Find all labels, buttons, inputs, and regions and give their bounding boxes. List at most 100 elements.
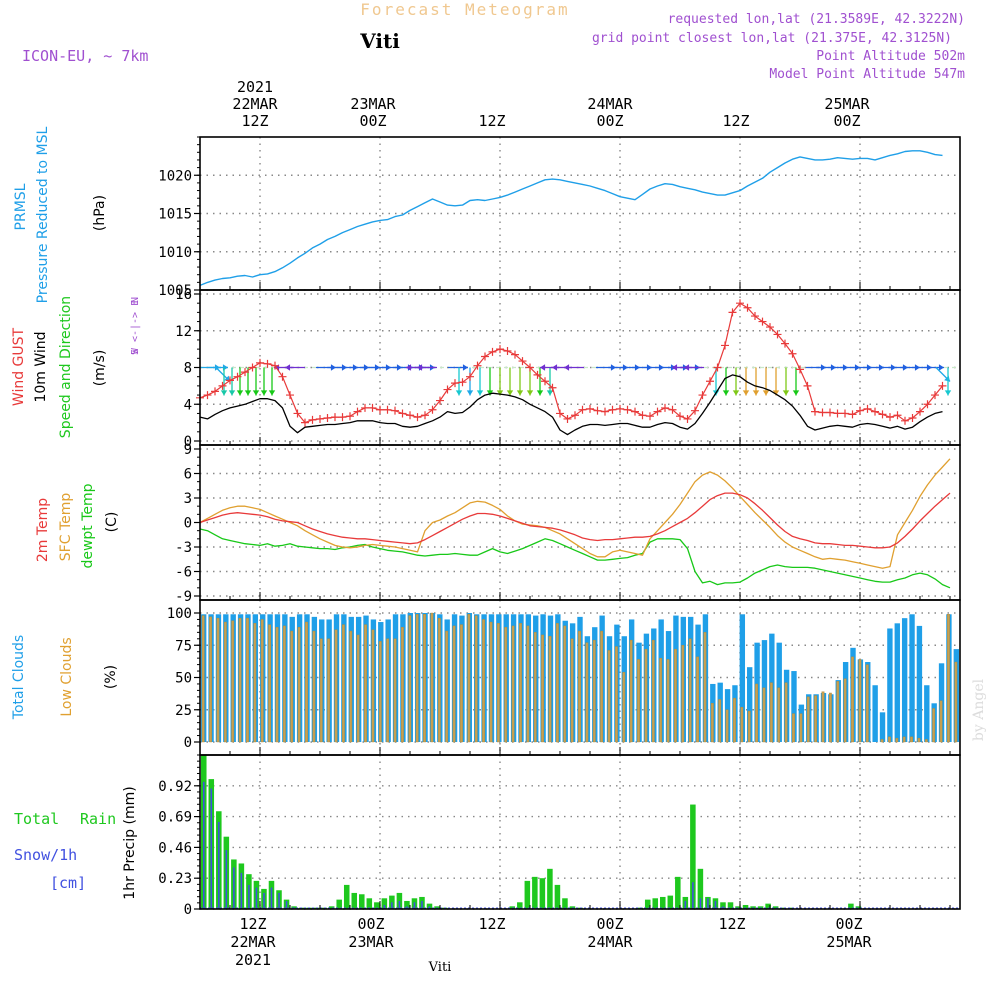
gust-marker bbox=[526, 363, 534, 372]
requested-coords: requested lon,lat (21.3589E, 42.3222N) bbox=[668, 12, 965, 27]
gust-marker bbox=[241, 368, 249, 377]
gust-marker bbox=[278, 372, 287, 381]
gust-marker bbox=[398, 409, 407, 418]
low-cloud-bar bbox=[312, 630, 316, 743]
gust-marker bbox=[271, 361, 279, 370]
rain-bar bbox=[532, 876, 538, 909]
rain-bar bbox=[524, 880, 531, 909]
bottom-tick-hour: 12Z bbox=[718, 915, 745, 933]
snow-bar bbox=[699, 898, 702, 909]
wind-arrow-head bbox=[476, 390, 484, 396]
gust-marker bbox=[743, 303, 752, 312]
compass-west-east: W <-|-> E bbox=[130, 300, 141, 354]
low-cloud-bar bbox=[386, 638, 390, 743]
y-tick-label: 9 bbox=[184, 442, 192, 458]
precip-labels: Total Rain Snow/1h [cm] 1hr Precip (mm) bbox=[14, 786, 138, 899]
gust-marker bbox=[436, 396, 444, 405]
gust-marker bbox=[563, 414, 572, 423]
wind-arrow-head bbox=[752, 390, 760, 396]
gust-marker bbox=[496, 345, 504, 354]
total-cloud-bar bbox=[872, 685, 878, 742]
gust-marker bbox=[218, 381, 227, 390]
figure-title: Forecast Meteogram bbox=[360, 0, 569, 19]
low-cloud-bar bbox=[253, 623, 257, 743]
y-tick-label: -3 bbox=[175, 540, 192, 556]
bottom-tick-year: 2021 bbox=[235, 951, 271, 969]
rain-bar bbox=[351, 892, 358, 909]
top-tick-hour: 00Z bbox=[359, 112, 386, 130]
low-cloud-bar bbox=[696, 656, 699, 743]
low-cloud-bar bbox=[784, 682, 788, 743]
low-cloud-bar bbox=[814, 695, 818, 743]
snow-bar bbox=[383, 904, 386, 909]
low-cloud-bar bbox=[526, 625, 530, 743]
low-cloud-bar bbox=[570, 638, 574, 743]
wind-arrow-head bbox=[260, 390, 268, 396]
gust-marker bbox=[601, 407, 609, 416]
sfc-temp-line bbox=[199, 458, 951, 569]
y-tick-label: 3 bbox=[184, 491, 192, 507]
footer-station: Viti bbox=[428, 960, 452, 975]
gust-marker bbox=[938, 381, 947, 390]
low-cloud-bar bbox=[910, 736, 913, 743]
gust-marker bbox=[443, 385, 452, 394]
rain-bar bbox=[652, 898, 659, 909]
low-cloud-bar bbox=[902, 736, 906, 743]
y-tick-label: 100 bbox=[167, 606, 192, 622]
top-tick-hour: 00Z bbox=[833, 112, 860, 130]
wind-arrow-head bbox=[466, 390, 474, 396]
bottom-tick-date: 22MAR bbox=[230, 933, 276, 951]
low-cloud-bar bbox=[401, 626, 404, 743]
top-tick-hour: 12Z bbox=[478, 112, 505, 130]
y-tick-label: 0.46 bbox=[158, 840, 192, 856]
rain-bar bbox=[735, 906, 741, 909]
gust-marker bbox=[556, 409, 564, 418]
low-cloud-bar bbox=[541, 634, 544, 743]
gust-marker bbox=[736, 299, 744, 308]
low-cloud-bar bbox=[703, 632, 707, 743]
rain-bar bbox=[562, 898, 568, 909]
gust-marker bbox=[676, 412, 684, 421]
rain-bar bbox=[848, 903, 854, 909]
y-tick-label: 0.69 bbox=[158, 810, 192, 826]
model-altitude: Model Point Altitude 547m bbox=[769, 67, 965, 82]
rain-bar bbox=[343, 884, 350, 909]
y-tick-label: 0 bbox=[184, 434, 192, 450]
snow-bar bbox=[714, 900, 717, 909]
low-cloud-bar bbox=[828, 692, 832, 743]
top-tick-date: 25MAR bbox=[824, 95, 870, 113]
low-cloud-bar bbox=[939, 700, 943, 743]
y-tick-label: 0 bbox=[184, 735, 192, 751]
low-cloud-bar bbox=[644, 648, 648, 743]
gust-marker bbox=[668, 405, 677, 414]
low-cloud-bar bbox=[555, 623, 559, 743]
gust-marker bbox=[788, 349, 797, 358]
gust-marker bbox=[856, 406, 864, 415]
rain-bar bbox=[336, 899, 342, 909]
gust-marker bbox=[706, 377, 714, 386]
snow-bar bbox=[233, 867, 235, 909]
low-cloud-bar bbox=[504, 626, 508, 743]
wind-arrow-head bbox=[285, 364, 291, 371]
gust-marker bbox=[211, 387, 219, 396]
y-tick-label: 1015 bbox=[158, 207, 192, 223]
low-cloud-bar bbox=[452, 625, 456, 743]
low-cloud-bar bbox=[659, 657, 663, 743]
wind-arrow-head bbox=[536, 390, 544, 396]
low-cloud-bar bbox=[231, 620, 235, 743]
dewpoint-line bbox=[199, 528, 951, 589]
gust-marker bbox=[766, 323, 774, 332]
y-tick-label: -6 bbox=[175, 565, 192, 581]
pressure-labels: PRMSL Pressure Reduced to MSL (hPa) bbox=[13, 126, 108, 303]
gust-marker bbox=[683, 414, 692, 423]
low-cloud-bar bbox=[341, 624, 345, 743]
low-cloud-bar bbox=[733, 697, 736, 743]
snow-bar bbox=[278, 892, 280, 909]
wind-arrow-head bbox=[486, 390, 494, 396]
rain-bar bbox=[539, 878, 546, 909]
gust-marker bbox=[871, 407, 879, 416]
gust-marker bbox=[233, 372, 242, 381]
bottom-time-axis: 12Z 22MAR 2021 00Z 23MAR 12Z 00Z 24MAR 1… bbox=[230, 915, 872, 969]
wind-arrow-head bbox=[742, 390, 750, 396]
y-tick-label: 75 bbox=[175, 638, 192, 654]
